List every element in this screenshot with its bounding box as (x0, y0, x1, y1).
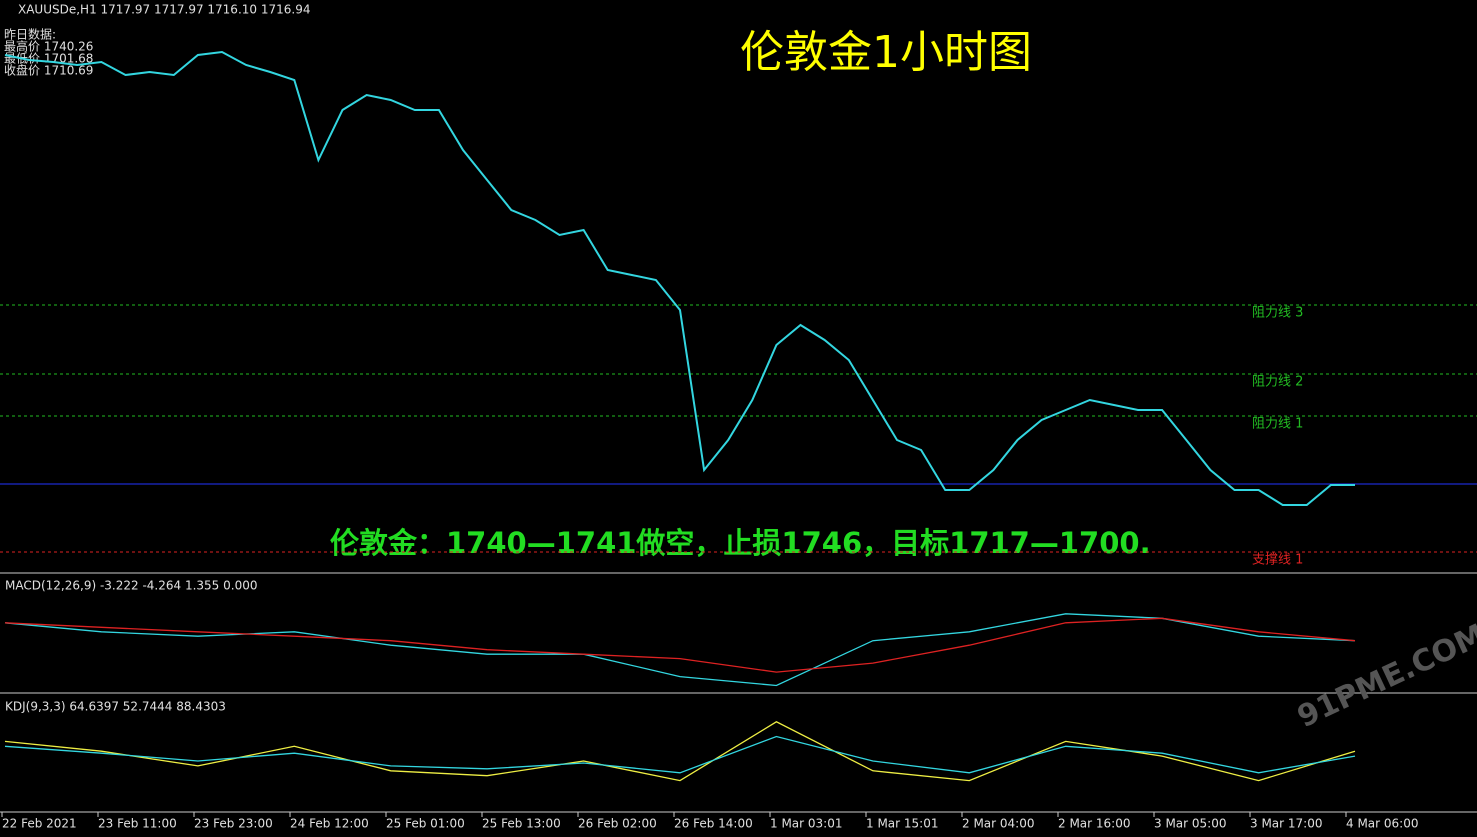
x-tick-label: 1 Mar 03:01 (770, 817, 843, 831)
x-tick-label: 1 Mar 15:01 (866, 817, 939, 831)
level-label: 阻力线 2 (1252, 375, 1303, 390)
indicator-title: KDJ(9,3,3) 64.6397 52.7444 88.4303 (5, 700, 226, 714)
series-line (4, 50, 1355, 506)
x-tick-label: 3 Mar 17:00 (1250, 817, 1323, 831)
level-label: 阻力线 1 (1252, 417, 1303, 432)
series-line (4, 617, 1356, 673)
series-line (4, 735, 1356, 774)
x-tick-label: 4 Mar 06:00 (1346, 817, 1419, 831)
annotation: 伦敦金：1740—1741做空，止损1746，目标1717—1700. (330, 526, 1151, 560)
level-label: 阻力线 3 (1252, 306, 1303, 321)
data-window: 最低价 1701.68 (4, 52, 93, 66)
data-window: 最高价 1740.26 (4, 39, 93, 54)
level-label: 支撑线 1 (1252, 553, 1303, 568)
symbol-info: XAUUSDe,H1 1717.97 1717.97 1716.10 1716.… (18, 3, 310, 17)
data-window: 昨日数据: (4, 27, 56, 42)
x-tick-label: 2 Mar 04:00 (962, 817, 1035, 831)
x-tick-label: 26 Feb 02:00 (578, 817, 657, 831)
x-tick-label: 23 Feb 23:00 (194, 817, 273, 831)
x-tick-label: 24 Feb 12:00 (290, 817, 369, 831)
data-window: 收盘价 1710.69 (4, 63, 93, 78)
x-tick-label: 23 Feb 11:00 (98, 817, 177, 831)
chart-title: 伦敦金1小时图 (740, 27, 1032, 78)
x-tick-label: 25 Feb 13:00 (482, 817, 561, 831)
indicator-title: MACD(12,26,9) -3.222 -4.264 1.355 0.000 (5, 579, 257, 593)
series-line (4, 613, 1356, 687)
x-tick-label: 3 Mar 05:00 (1154, 817, 1227, 831)
x-tick-label: 2 Mar 16:00 (1058, 817, 1131, 831)
x-tick-label: 25 Feb 01:00 (386, 817, 465, 831)
x-tick-label: 26 Feb 14:00 (674, 817, 753, 831)
x-tick-label: 22 Feb 2021 (2, 817, 77, 831)
